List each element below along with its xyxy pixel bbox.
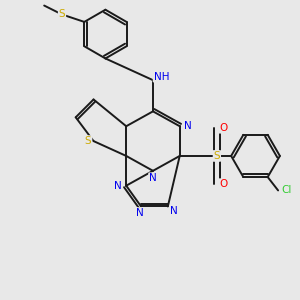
Text: Cl: Cl <box>281 185 292 195</box>
Text: N: N <box>184 121 192 131</box>
Text: N: N <box>170 206 178 216</box>
Text: N: N <box>149 173 157 183</box>
Text: O: O <box>219 179 227 189</box>
Text: S: S <box>214 151 220 161</box>
Text: N: N <box>114 181 122 191</box>
Text: N: N <box>136 208 143 218</box>
Text: S: S <box>85 136 92 146</box>
Text: S: S <box>59 10 65 20</box>
Text: O: O <box>219 123 227 133</box>
Text: NH: NH <box>154 72 169 82</box>
